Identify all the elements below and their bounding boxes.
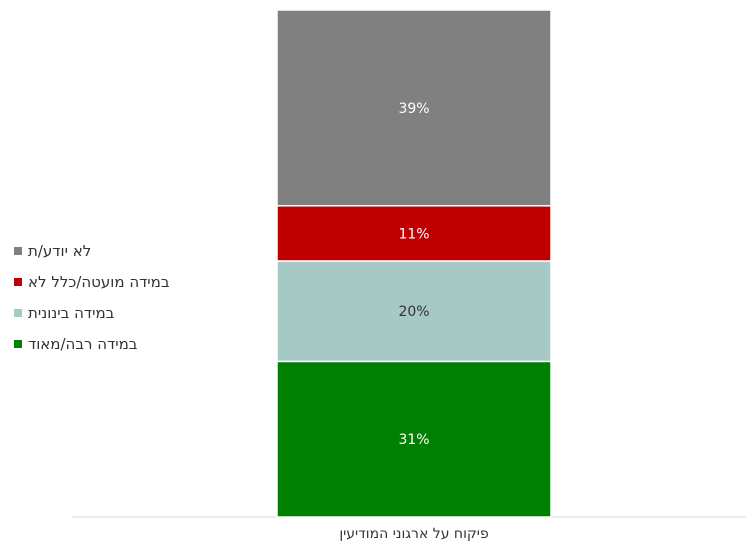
legend-swatch-small-extent — [14, 278, 22, 286]
legend-swatch-medium-extent — [14, 309, 22, 317]
legend-swatch-large-extent — [14, 340, 22, 348]
bar-segment-large-extent — [276, 360, 552, 518]
bar-segment-medium-extent — [276, 260, 552, 363]
legend-label-medium-extent: במידה בינונית — [28, 304, 115, 322]
legend-item-large-extent: במידה רבה/מאוד — [14, 333, 170, 355]
legend-swatch-dont-know — [14, 247, 22, 255]
legend-label-small-extent: במידה מועטה/כלל לא — [28, 273, 170, 291]
category-label: פיקוח על ארגוני המודיעין — [339, 526, 489, 542]
legend-item-dont-know: לא יודע/ת — [14, 240, 170, 262]
legend-label-large-extent: במידה רבה/מאוד — [28, 335, 138, 353]
data-label-medium-extent: 20% — [398, 304, 429, 320]
legend-label-dont-know: לא יודע/ת — [28, 242, 92, 260]
legend: לא יודע/ת במידה מועטה/כלל לא במידה בינונ… — [14, 240, 170, 355]
data-label-large-extent: 31% — [398, 432, 429, 448]
bar-segment-small-extent — [276, 205, 552, 262]
bar-stack: 31% 20% 11% 39% — [276, 9, 552, 518]
data-label-dont-know: 39% — [398, 101, 429, 117]
legend-item-medium-extent: במידה בינונית — [14, 302, 170, 324]
legend-item-small-extent: במידה מועטה/כלל לא — [14, 271, 170, 293]
bar-segment-dont-know — [276, 9, 552, 207]
data-label-small-extent: 11% — [398, 226, 429, 242]
